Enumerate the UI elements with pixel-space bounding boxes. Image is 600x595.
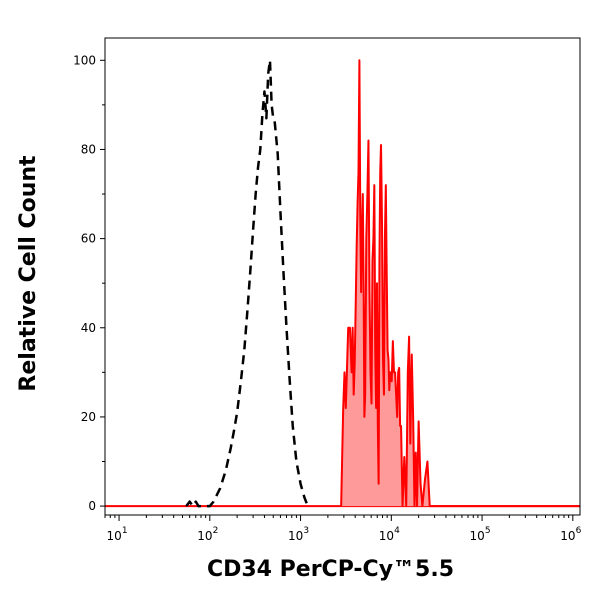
x-tick-label: 101 bbox=[107, 526, 128, 543]
plot-area bbox=[105, 59, 580, 508]
y-tick-label: 0 bbox=[88, 499, 96, 513]
x-tick-label: 104 bbox=[379, 526, 400, 543]
x-tick-label: 106 bbox=[560, 526, 581, 543]
control-histogram-line bbox=[185, 59, 309, 508]
y-axis-title: Relative Cell Count bbox=[16, 155, 41, 392]
stained-histogram-fill bbox=[341, 60, 580, 507]
y-tick-label: 60 bbox=[81, 232, 96, 246]
x-tick-label: 105 bbox=[470, 526, 491, 543]
stained-histogram-line bbox=[340, 59, 580, 508]
y-tick-label: 40 bbox=[81, 321, 96, 335]
axes: 0 20 40 60 80 100 101 102 103 104 105 106 bbox=[73, 53, 581, 543]
y-tick-label: 100 bbox=[73, 53, 96, 67]
y-tick-label: 80 bbox=[81, 142, 96, 156]
x-tick-label: 103 bbox=[288, 526, 309, 543]
y-tick-label: 20 bbox=[81, 410, 96, 424]
plot-frame bbox=[104, 37, 581, 516]
x-axis-title: CD34 PerCP-Cy™5.5 bbox=[207, 557, 454, 582]
x-tick-label: 102 bbox=[197, 526, 218, 543]
